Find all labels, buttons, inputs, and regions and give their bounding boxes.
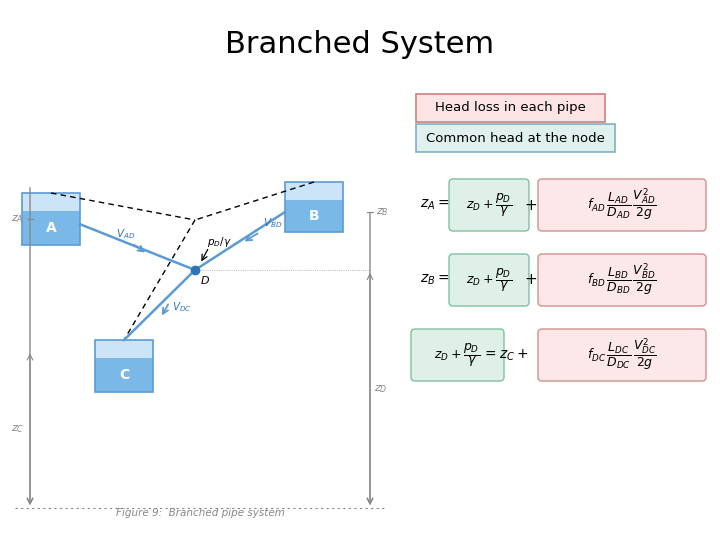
Text: C: C	[119, 368, 129, 382]
Text: $V_{AD}$: $V_{AD}$	[115, 227, 135, 241]
Text: $D$: $D$	[200, 274, 210, 286]
FancyBboxPatch shape	[416, 124, 615, 152]
Text: $z_D$: $z_D$	[374, 383, 387, 395]
FancyBboxPatch shape	[416, 94, 605, 122]
Text: Common head at the node: Common head at the node	[426, 132, 605, 145]
FancyBboxPatch shape	[285, 199, 343, 232]
FancyBboxPatch shape	[538, 329, 706, 381]
FancyBboxPatch shape	[538, 254, 706, 306]
FancyBboxPatch shape	[285, 182, 343, 199]
Text: $z_D + \dfrac{p_D}{\gamma}$: $z_D + \dfrac{p_D}{\gamma}$	[466, 266, 512, 294]
Text: $z_A$: $z_A$	[12, 213, 24, 225]
Text: Head loss in each pipe: Head loss in each pipe	[435, 102, 586, 114]
Text: $V_{DC}$: $V_{DC}$	[173, 300, 192, 314]
Text: Figure 9:  Branched pipe system: Figure 9: Branched pipe system	[116, 508, 284, 518]
FancyBboxPatch shape	[411, 329, 504, 381]
Text: Branched System: Branched System	[225, 30, 495, 59]
Text: $z_B =$: $z_B =$	[420, 273, 449, 287]
Text: $+$: $+$	[524, 273, 538, 287]
Text: B: B	[309, 209, 319, 222]
Text: $z_A =$: $z_A =$	[420, 198, 449, 212]
Text: $V_{BD}$: $V_{BD}$	[263, 216, 282, 230]
Text: $z_C$: $z_C$	[11, 423, 24, 435]
Text: $+$: $+$	[524, 198, 538, 213]
Text: $f_{DC}\,\dfrac{L_{DC}}{D_{DC}}\,\dfrac{V_{DC}^2}{2g}$: $f_{DC}\,\dfrac{L_{DC}}{D_{DC}}\,\dfrac{…	[587, 337, 657, 373]
FancyBboxPatch shape	[538, 179, 706, 231]
Text: $f_{AD}\,\dfrac{L_{AD}}{D_{AD}}\,\dfrac{V_{AD}^2}{2g}$: $f_{AD}\,\dfrac{L_{AD}}{D_{AD}}\,\dfrac{…	[588, 187, 657, 223]
FancyBboxPatch shape	[95, 340, 153, 358]
Text: $z_D + \dfrac{p_D}{\gamma}$: $z_D + \dfrac{p_D}{\gamma}$	[434, 341, 480, 369]
FancyBboxPatch shape	[95, 358, 153, 392]
FancyBboxPatch shape	[22, 211, 80, 245]
Text: A: A	[45, 221, 56, 235]
FancyBboxPatch shape	[22, 193, 80, 211]
Text: $= z_C +$: $= z_C +$	[482, 347, 528, 363]
FancyBboxPatch shape	[449, 179, 529, 231]
FancyBboxPatch shape	[449, 254, 529, 306]
Text: $p_D/\gamma$: $p_D/\gamma$	[207, 235, 232, 249]
Text: $z_D + \dfrac{p_D}{\gamma}$: $z_D + \dfrac{p_D}{\gamma}$	[466, 191, 512, 219]
Text: $z_B$: $z_B$	[376, 206, 389, 218]
Text: $f_{BD}\,\dfrac{L_{BD}}{D_{BD}}\,\dfrac{V_{BD}^2}{2g}$: $f_{BD}\,\dfrac{L_{BD}}{D_{BD}}\,\dfrac{…	[588, 262, 657, 298]
